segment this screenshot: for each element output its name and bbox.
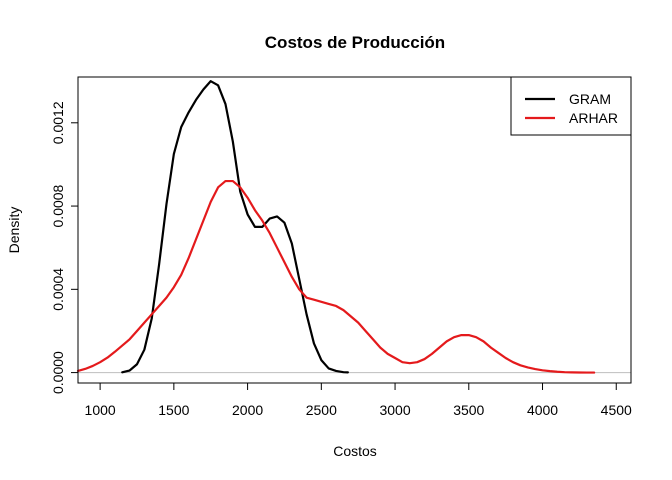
x-axis-title: Costos <box>333 443 377 459</box>
series-line-arhar <box>76 179 596 374</box>
x-tick-label: 1000 <box>85 402 116 418</box>
y-tick-label: 0.0000 <box>50 351 66 394</box>
plot-frame <box>77 76 632 384</box>
chart-title: Costos de Producción <box>265 33 445 52</box>
y-axis-title: Density <box>6 207 22 254</box>
legend-box <box>510 76 632 136</box>
x-tick-label: 1500 <box>158 402 189 418</box>
x-tick-label: 4000 <box>527 402 558 418</box>
x-tick-label: 2500 <box>306 402 337 418</box>
y-tick-label: 0.0012 <box>50 101 66 144</box>
legend: GRAM ARHAR <box>510 76 632 136</box>
x-tick-label: 2000 <box>232 402 263 418</box>
legend-label-gram: GRAM <box>569 91 611 107</box>
legend-label-arhar: ARHAR <box>569 110 618 126</box>
series-line-gram <box>121 80 349 374</box>
x-tick-label: 3500 <box>453 402 484 418</box>
y-tick-label: 0.0004 <box>50 268 66 311</box>
x-tick-label: 3000 <box>379 402 410 418</box>
x-tick-label: 4500 <box>601 402 632 418</box>
series-layer <box>76 80 596 374</box>
y-tick-label: 0.0008 <box>50 184 66 227</box>
